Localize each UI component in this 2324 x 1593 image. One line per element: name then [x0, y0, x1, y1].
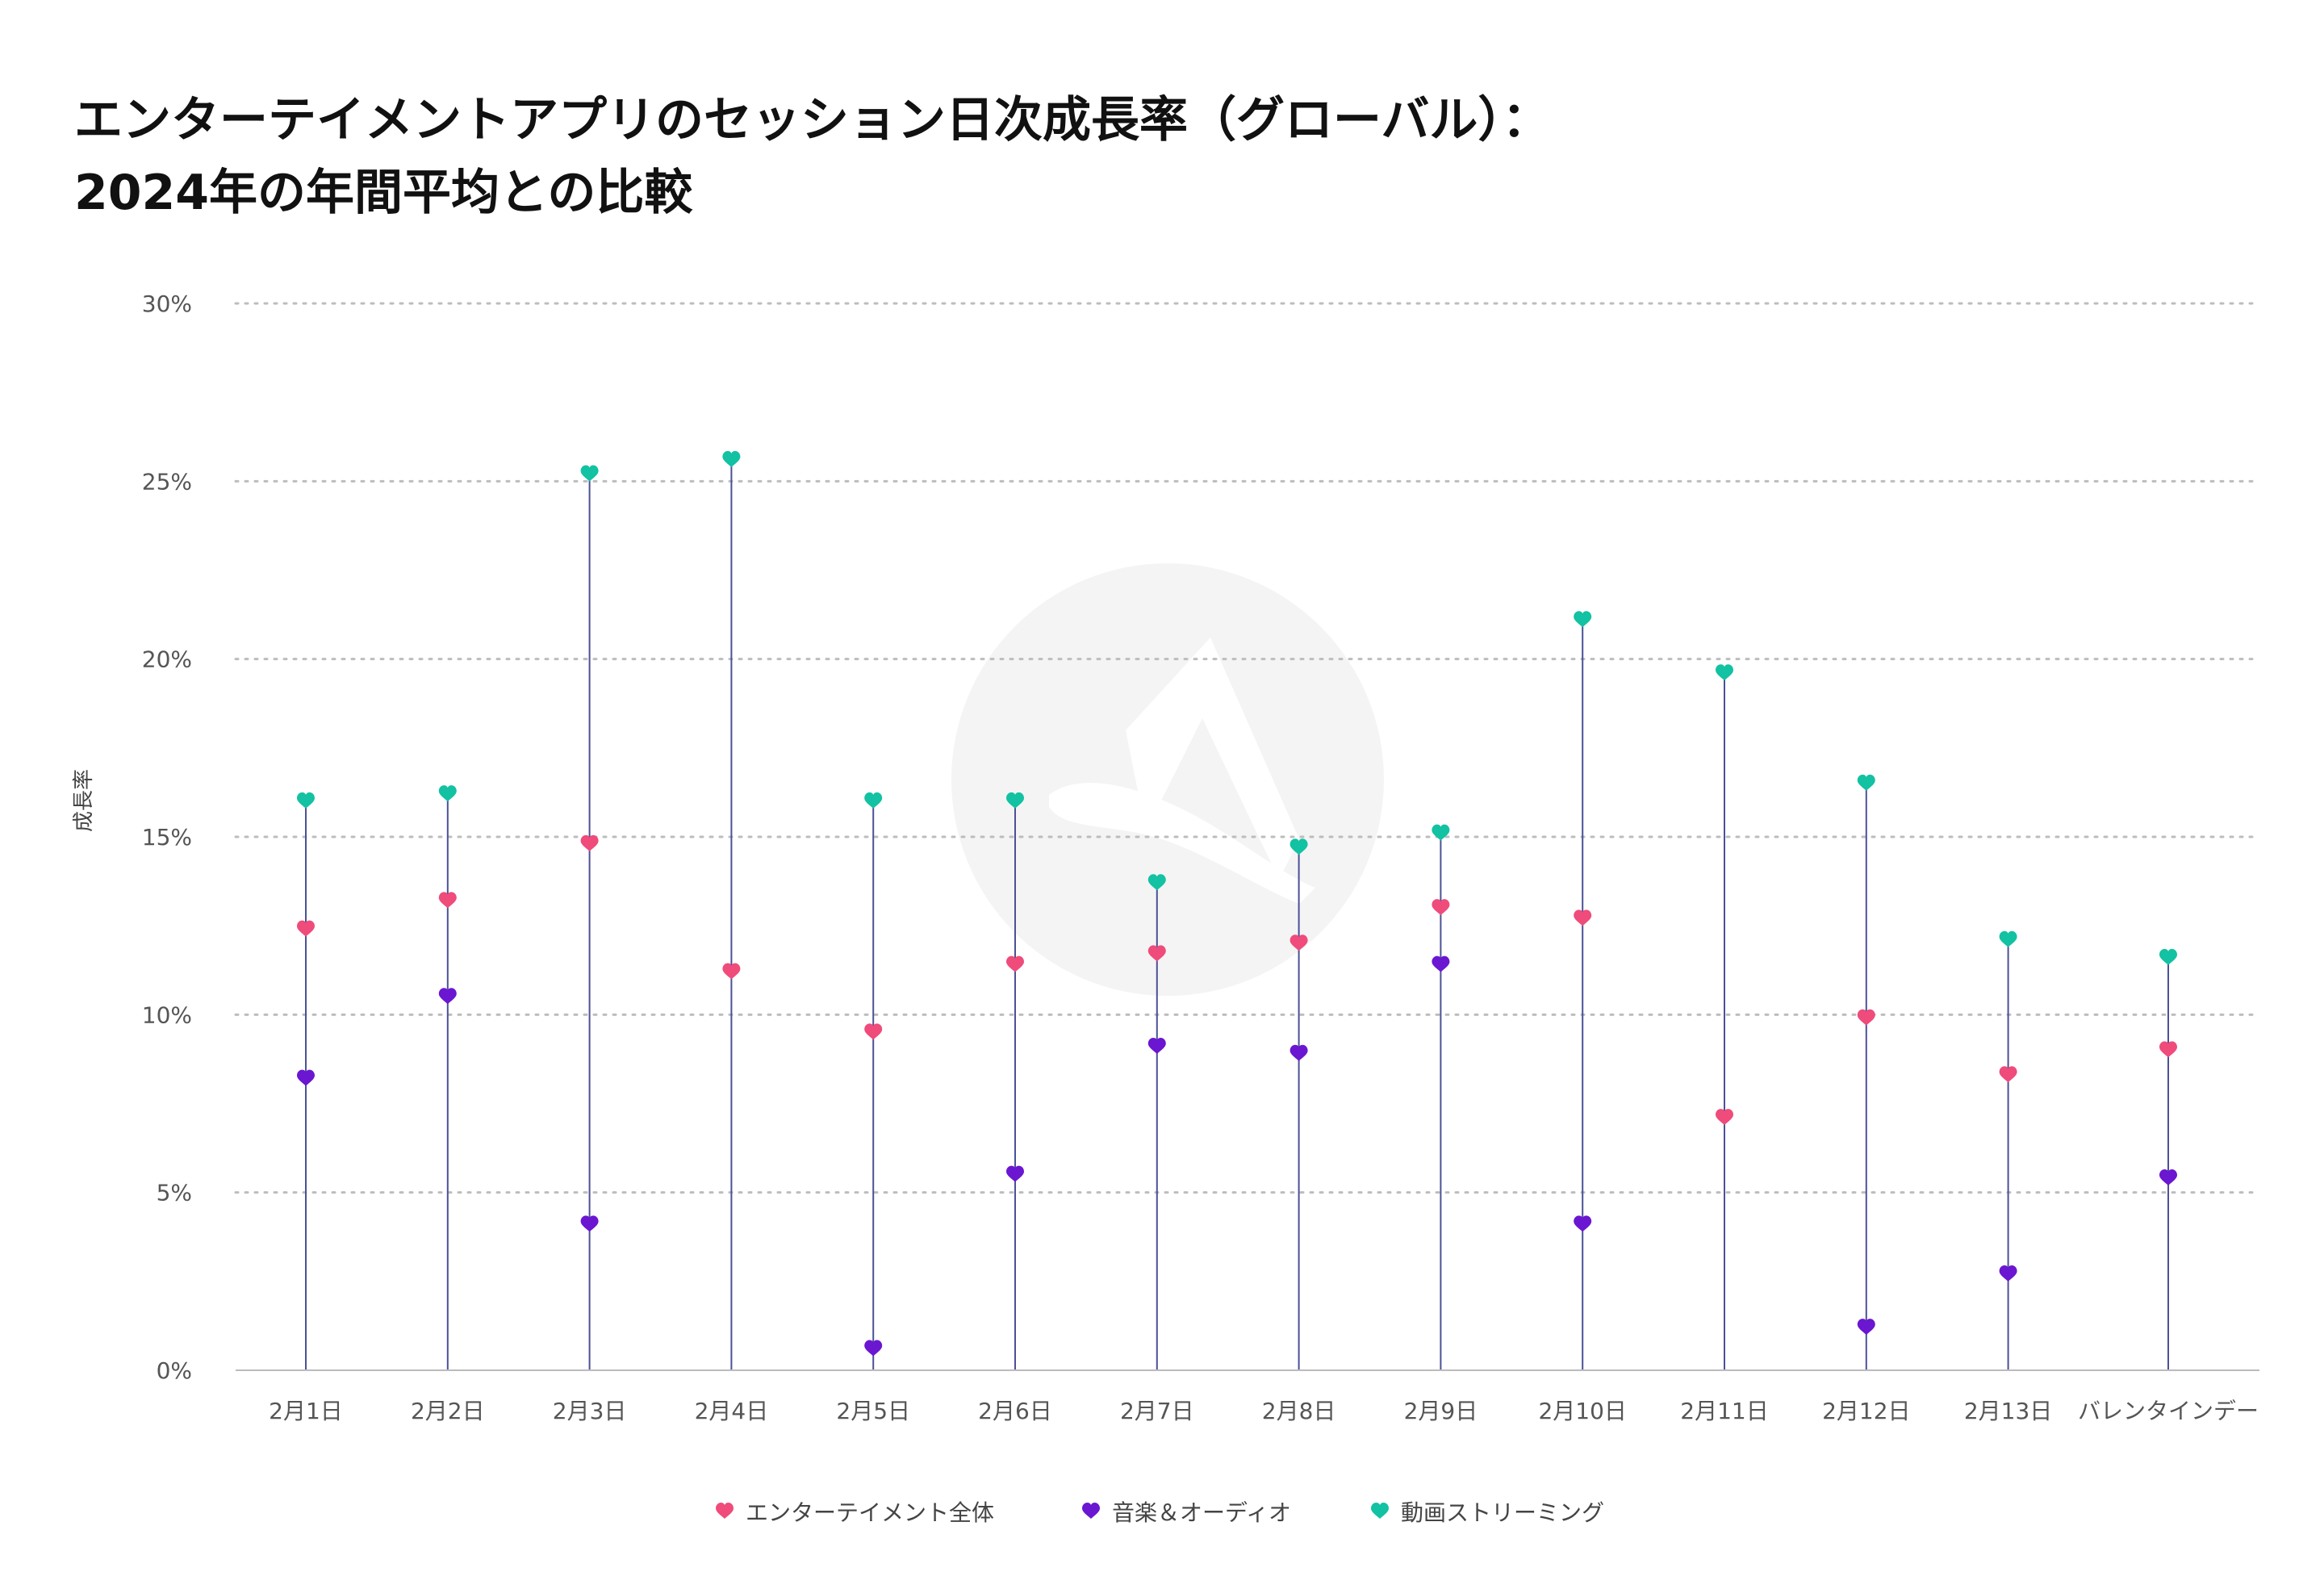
chart-title: エンターテイメントアプリのセッション日次成長率（グローバル）： 2024年の年間…	[74, 84, 2172, 229]
data-point	[1147, 874, 1166, 891]
legend-label: エンターテイメント全体	[746, 1499, 994, 1526]
data-point	[1432, 899, 1450, 916]
data-point	[1999, 1265, 2017, 1282]
data-point	[722, 450, 741, 467]
data-point	[1006, 1165, 1024, 1182]
y-tick-label: 15%	[142, 824, 192, 851]
y-axis-ticks: 0% 5% 10% 15% 20% 25% 30%	[142, 291, 192, 1384]
x-tick-label: 2月11日	[1680, 1398, 1768, 1424]
data-point	[297, 920, 315, 937]
y-tick-label: 20%	[142, 646, 192, 673]
legend-label: 音楽＆オーディオ	[1112, 1499, 1291, 1526]
y-tick-label: 25%	[142, 468, 192, 495]
legend-marker	[1082, 1503, 1100, 1519]
data-point	[297, 792, 315, 809]
legend-label: 動画ストリーミング	[1401, 1499, 1604, 1526]
data-point	[1857, 774, 1875, 791]
x-axis-ticks: 2月1日 2月2日 2月3日 2月4日 2月5日 2月6日 2月7日 2月8日 2月9日 2月10…	[269, 1398, 2259, 1424]
data-point	[1289, 1044, 1308, 1061]
data-point	[1857, 1319, 1875, 1336]
data-point	[1857, 1009, 1875, 1026]
data-point	[864, 1023, 883, 1040]
gridlines	[234, 302, 2261, 1194]
x-tick-label: 2月12日	[1822, 1398, 1910, 1424]
y-tick-label: 5%	[157, 1180, 192, 1206]
data-point	[1999, 930, 2017, 947]
y-axis-title: 成長率	[72, 769, 96, 832]
data-point	[1432, 955, 1450, 972]
x-tick-label: 2月7日	[1120, 1398, 1194, 1424]
data-point	[580, 465, 599, 482]
legend-marker	[716, 1503, 734, 1519]
data-point	[1432, 824, 1450, 841]
y-tick-label: 10%	[142, 1001, 192, 1028]
data-point	[580, 1215, 599, 1232]
data-point	[1289, 934, 1308, 951]
data-point	[1147, 945, 1166, 962]
data-point	[1289, 838, 1308, 855]
chart-title-line-1: エンターテイメントアプリのセッション日次成長率（グローバル）：	[74, 92, 1551, 148]
data-point	[1716, 1109, 1733, 1126]
data-points	[297, 450, 2177, 1357]
legend: エンターテイメント全体 音楽＆オーディオ 動画ストリーミング	[716, 1499, 1604, 1526]
x-tick-label: 2月5日	[836, 1398, 910, 1424]
data-point	[2159, 1041, 2177, 1058]
data-point	[1006, 955, 1024, 972]
legend-marker	[1371, 1503, 1389, 1519]
data-point	[580, 834, 599, 851]
data-point	[1716, 664, 1733, 681]
y-tick-label: 30%	[142, 291, 192, 317]
y-tick-label: 0%	[157, 1357, 192, 1384]
data-point	[1999, 1066, 2017, 1083]
x-tick-label: 2月1日	[269, 1398, 343, 1424]
x-tick-label: バレンタインデー	[2078, 1398, 2259, 1424]
data-point	[2159, 948, 2177, 965]
data-point	[864, 1340, 883, 1357]
data-point	[438, 785, 457, 802]
data-point	[2159, 1169, 2177, 1186]
watermark-logo	[951, 563, 1384, 996]
x-tick-label: 2月4日	[695, 1398, 769, 1424]
data-point	[438, 892, 457, 909]
x-tick-label: 2月10日	[1538, 1398, 1626, 1424]
data-point	[1574, 1215, 1592, 1232]
data-point	[1574, 611, 1592, 628]
data-point	[864, 792, 883, 809]
x-tick-label: 2月8日	[1262, 1398, 1336, 1424]
data-point	[1574, 909, 1592, 926]
data-point	[297, 1069, 315, 1086]
data-point	[438, 988, 457, 1005]
x-tick-label: 2月3日	[553, 1398, 627, 1424]
x-tick-label: 2月13日	[1964, 1398, 2052, 1424]
data-point	[1147, 1037, 1166, 1054]
x-tick-label: 2月2日	[411, 1398, 485, 1424]
data-point	[722, 963, 741, 980]
data-point	[1006, 792, 1024, 809]
x-tick-label: 2月9日	[1404, 1398, 1478, 1424]
chart-title-line-2: 2024年の年間平均との比較	[74, 165, 693, 221]
x-tick-label: 2月6日	[978, 1398, 1052, 1424]
